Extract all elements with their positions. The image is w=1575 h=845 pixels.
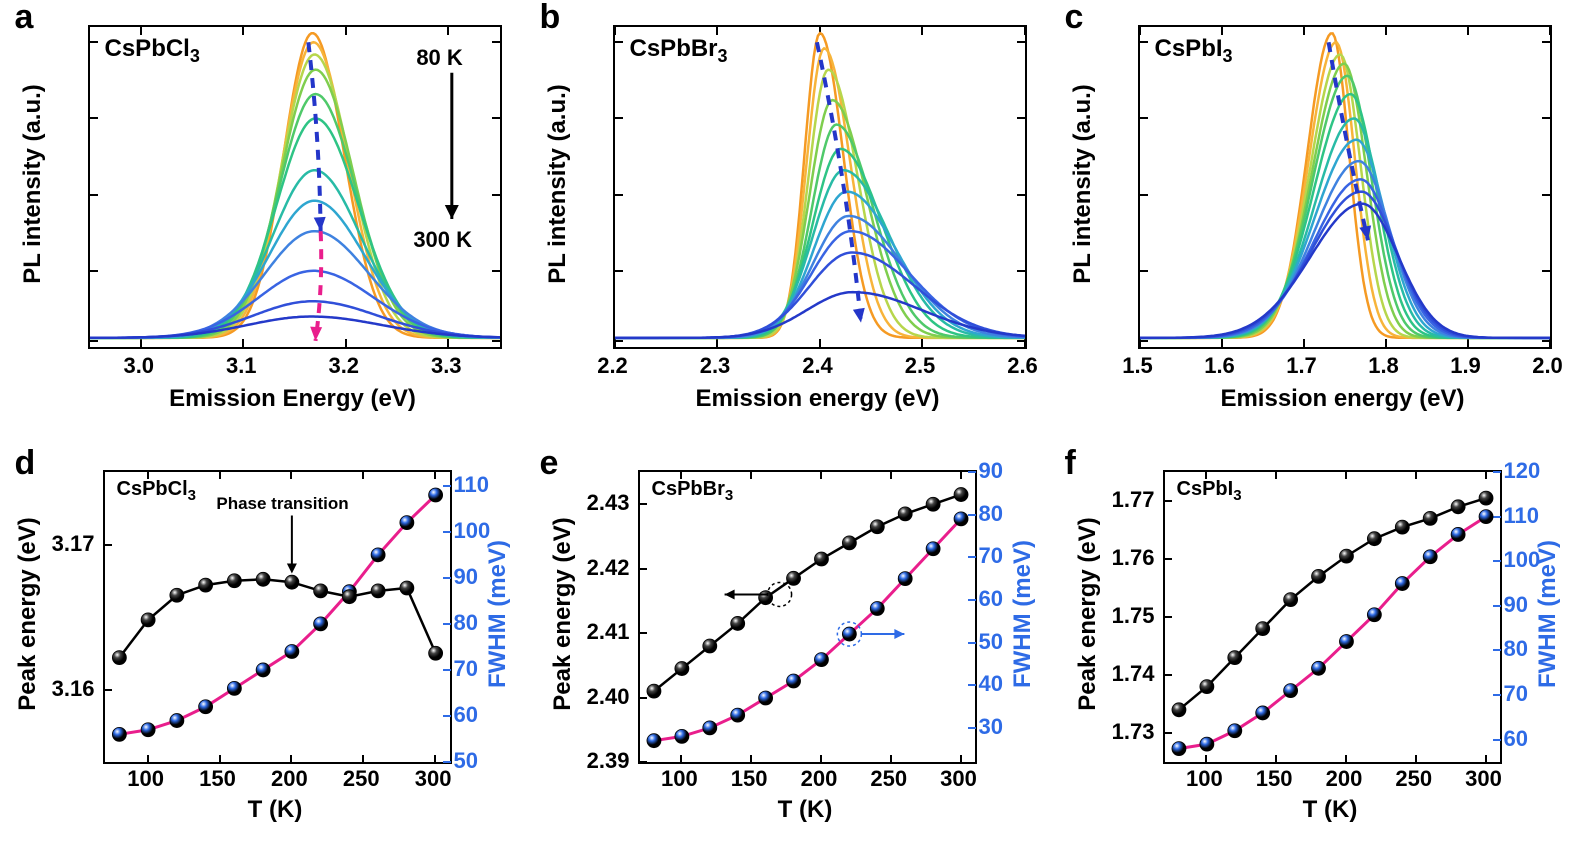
- bottom-row: dCsPbCl3Phase transitionPeak energy (eV)…: [0, 450, 1575, 845]
- panel-c: cCsPbI3PL intensity (a.u.)Emission energ…: [1063, 0, 1563, 450]
- panel-f: fCsPbI3Peak energy (eV)FWHM (meV)T (K)10…: [1063, 450, 1563, 845]
- plot-area-f: CsPbI3: [1163, 470, 1502, 764]
- panel-d: dCsPbCl3Phase transitionPeak energy (eV)…: [13, 450, 513, 845]
- plot-area-d: CsPbCl3Phase transition: [103, 470, 452, 764]
- panel-a: aCsPbCl380 K300 KPL intensity (a.u.)Emis…: [13, 0, 513, 450]
- panel-b: bCsPbBr3PL intensity (a.u.)Emission ener…: [538, 0, 1038, 450]
- plot-area-c: CsPbI3: [1138, 25, 1552, 349]
- panel-e: eCsPbBr3Peak energy (eV)FWHM (meV)T (K)1…: [538, 450, 1038, 845]
- figure-root: aCsPbCl380 K300 KPL intensity (a.u.)Emis…: [0, 0, 1575, 845]
- plot-area-b: CsPbBr3: [613, 25, 1027, 349]
- top-row: aCsPbCl380 K300 KPL intensity (a.u.)Emis…: [0, 0, 1575, 450]
- plot-area-a: CsPbCl380 K300 K: [88, 25, 502, 349]
- plot-area-e: CsPbBr3: [638, 470, 977, 764]
